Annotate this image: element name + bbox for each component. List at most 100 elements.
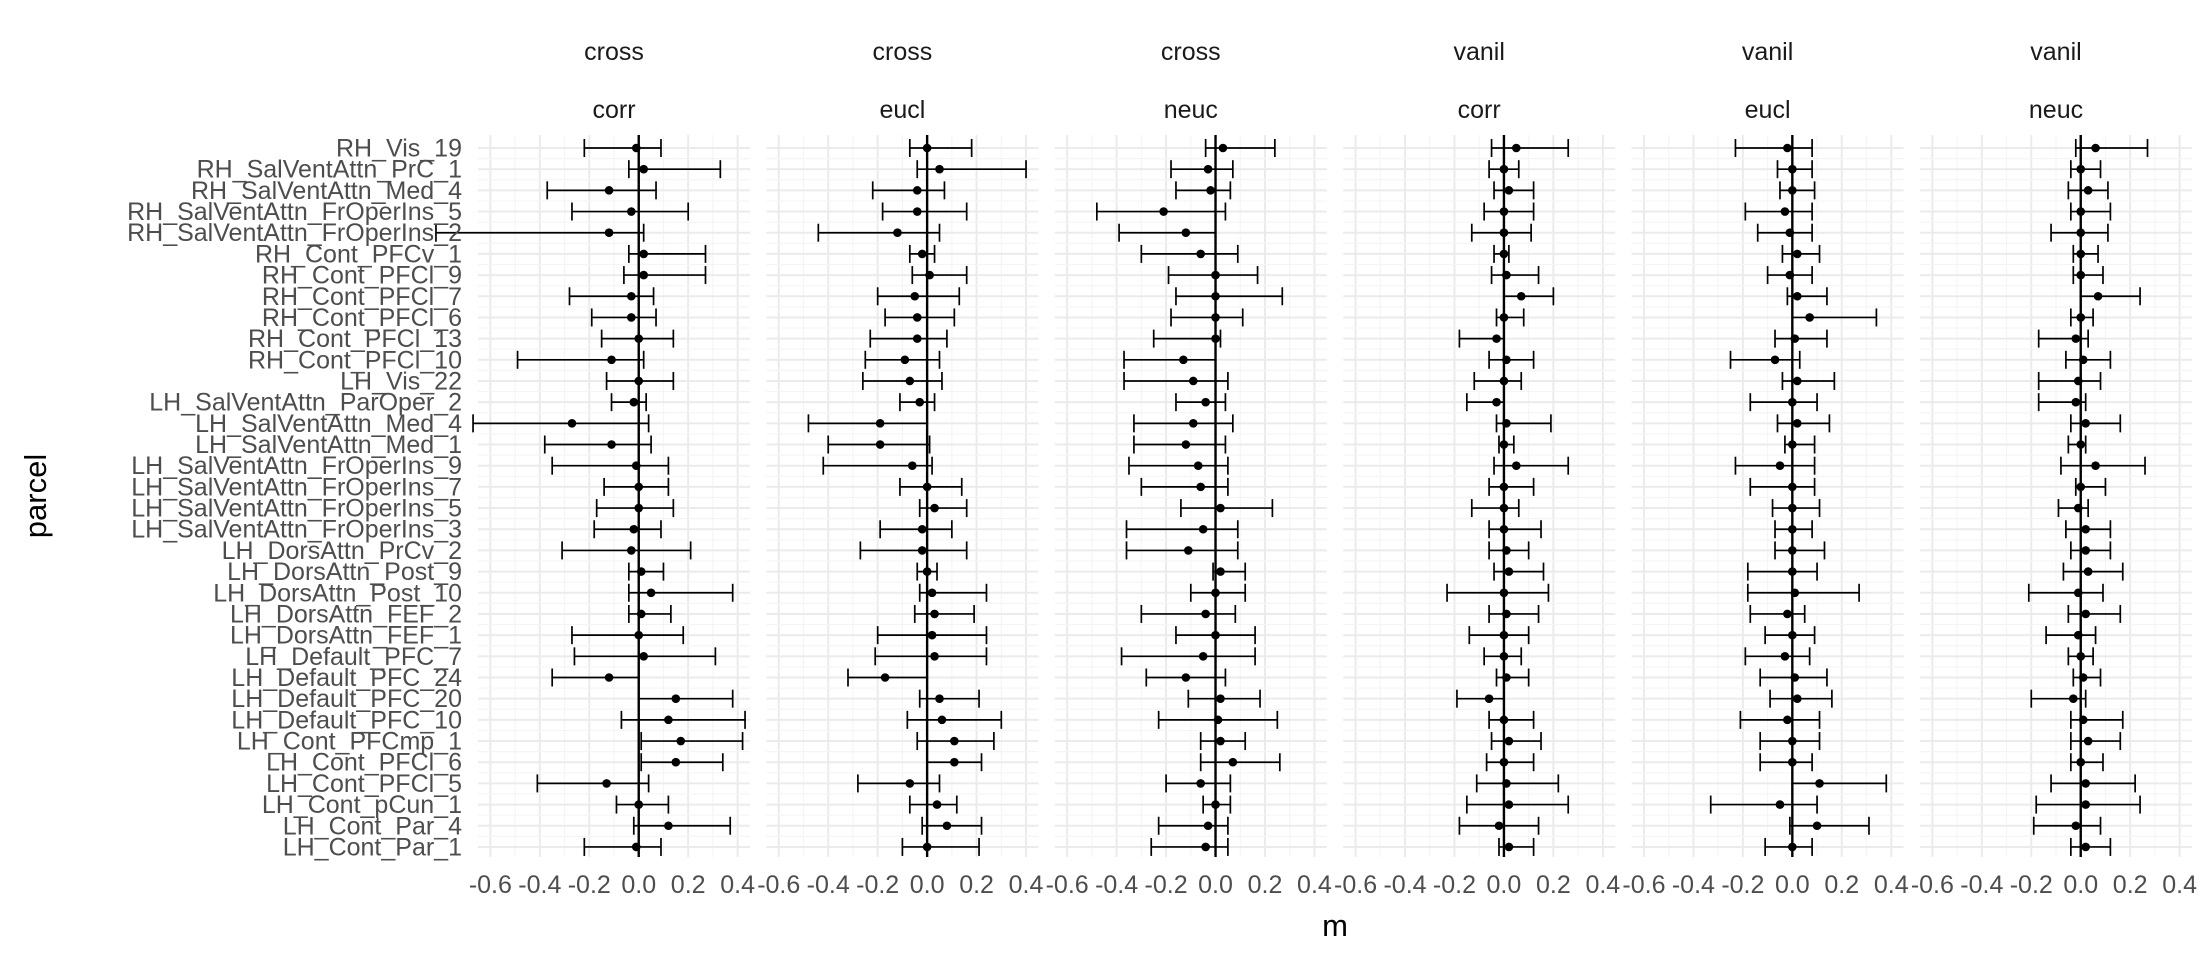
data-point <box>922 143 932 153</box>
y-tick-label: RH_Cont_PFCl_6 <box>262 304 462 332</box>
data-point <box>917 249 927 259</box>
data-point <box>1788 567 1797 576</box>
data-point <box>927 588 937 598</box>
data-point <box>1788 482 1797 492</box>
data-point <box>1790 673 1800 682</box>
data-point <box>634 334 644 343</box>
data-point <box>636 609 646 619</box>
x-tick-label: -0.6 <box>469 871 512 899</box>
data-point <box>1788 630 1797 640</box>
facet-panel-5: vanil eucl -0.6 -0.4 -0.2 0.0 0.2 0.4 <box>1622 38 1908 899</box>
data-point <box>627 546 636 555</box>
data-point <box>1792 419 1802 428</box>
data-point <box>1188 419 1198 428</box>
data-point <box>607 440 616 449</box>
data-point <box>634 376 644 386</box>
data-point <box>2093 291 2103 301</box>
data-point <box>910 291 920 301</box>
x-tick-label: 0.2 <box>1536 871 1571 899</box>
data-point <box>1211 334 1220 343</box>
strip-label-bottom: corr <box>592 96 635 124</box>
data-point <box>1502 419 1511 428</box>
data-point <box>1499 164 1509 174</box>
data-point <box>1775 800 1785 809</box>
y-tick-label: RH_Cont_PFCl_9 <box>262 262 462 290</box>
data-point <box>905 779 915 788</box>
data-point <box>1492 334 1501 343</box>
data-point <box>1792 291 1802 301</box>
data-point <box>1511 461 1521 471</box>
data-point <box>1792 694 1802 703</box>
data-point <box>2073 630 2083 640</box>
data-point <box>1198 524 1208 534</box>
data-point <box>2076 249 2086 259</box>
data-point <box>917 524 927 534</box>
data-point <box>1499 482 1509 492</box>
data-point <box>639 652 648 661</box>
y-tick-label: LH_DorsAttn_FEF_1 <box>230 622 462 650</box>
data-point <box>1504 567 1514 576</box>
x-tick-label: -0.4 <box>1672 871 1715 899</box>
data-point <box>875 419 885 428</box>
data-point <box>880 673 890 682</box>
data-point <box>1499 652 1509 661</box>
data-point <box>634 482 644 492</box>
y-tick-label: LH_Cont_PFCl_6 <box>266 749 462 777</box>
data-point <box>1499 715 1509 725</box>
strip-label-top: vanil <box>1742 38 1793 66</box>
data-point <box>1788 524 1797 534</box>
data-point <box>2083 567 2093 576</box>
data-point <box>1196 482 1205 492</box>
data-point <box>1216 503 1225 513</box>
data-point <box>1159 207 1168 216</box>
data-point <box>602 779 611 788</box>
data-point <box>1502 673 1511 682</box>
x-tick-label: -0.6 <box>1911 871 1954 899</box>
data-point <box>1502 355 1511 365</box>
facet-panel-6: vanil neuc -0.6 -0.4 -0.2 0.0 0.2 0.4 <box>1911 38 2197 899</box>
x-tick-label: 0.0 <box>1487 871 1522 899</box>
data-point <box>922 482 932 492</box>
y-tick-label: LH_DorsAttn_FEF_2 <box>230 600 462 628</box>
x-axis-title: m <box>1322 908 1348 943</box>
data-point <box>2073 503 2083 513</box>
data-point <box>1181 440 1191 449</box>
data-point <box>1499 207 1509 216</box>
data-point <box>2076 228 2086 238</box>
data-point <box>912 207 922 216</box>
data-point <box>1203 821 1213 831</box>
data-point <box>917 546 927 555</box>
data-point <box>1193 461 1203 471</box>
data-point <box>922 842 932 852</box>
y-tick-label: RH_Cont_PFCv_1 <box>255 240 462 268</box>
y-tick-label: LH_SalVentAttn_ParOper_2 <box>149 389 462 417</box>
data-point <box>634 503 644 513</box>
data-point <box>1198 652 1208 661</box>
data-point <box>676 736 686 746</box>
x-tick-label: 0.2 <box>671 871 706 899</box>
data-point <box>1203 164 1213 174</box>
data-point <box>1788 503 1797 513</box>
data-point <box>930 652 939 661</box>
data-point <box>671 694 681 703</box>
data-point <box>2081 609 2090 619</box>
data-point <box>2081 779 2090 788</box>
data-point <box>1499 228 1509 238</box>
data-point <box>2076 313 2086 322</box>
x-tick-label: 0.2 <box>1824 871 1859 899</box>
strip-label-bottom: corr <box>1458 96 1501 124</box>
data-point <box>915 397 925 407</box>
data-point <box>2081 800 2090 809</box>
data-point <box>1788 757 1797 767</box>
data-point <box>1788 546 1797 555</box>
data-point <box>1499 524 1509 534</box>
data-point <box>1511 143 1521 153</box>
y-tick-label: RH_Cont_PFCl_13 <box>248 325 462 353</box>
x-tick-label: 0.0 <box>2063 871 2098 899</box>
data-point <box>1211 270 1220 280</box>
data-point <box>1785 270 1795 280</box>
data-point <box>950 736 959 746</box>
y-tick-label: LH_SalVentAttn_FrOperIns_9 <box>131 452 462 480</box>
x-tick-label: 0.2 <box>2113 871 2148 899</box>
data-point <box>907 461 917 471</box>
